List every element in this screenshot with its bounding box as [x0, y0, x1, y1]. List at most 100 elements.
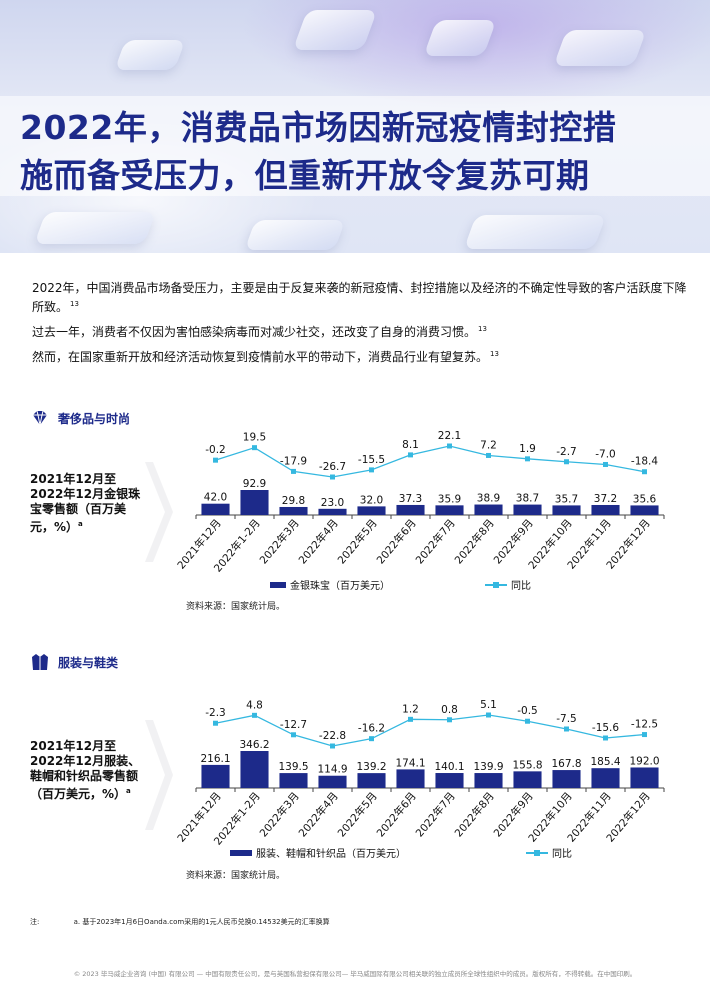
bar — [240, 751, 269, 788]
yoy-value-label: -18.4 — [631, 456, 658, 468]
yoy-point — [408, 716, 413, 722]
decor-tile — [463, 215, 607, 249]
intro-text-1: 2022年，中国消费品市场备受压力，主要是由于反复来袭的新冠疫情、封控措施以及经… — [32, 281, 687, 314]
bar-value-label: 35.6 — [633, 493, 657, 505]
bar-value-label: 38.7 — [516, 493, 539, 505]
chevron-decor — [145, 720, 173, 830]
footnote-ref: a — [126, 787, 131, 795]
yoy-point — [369, 736, 374, 742]
bar — [357, 506, 386, 515]
bar — [435, 773, 464, 788]
x-tick-label: 2022年3月 — [257, 517, 302, 567]
bar-value-label: 37.2 — [594, 493, 617, 505]
bar-value-label: 38.9 — [477, 493, 500, 505]
footnote-text: a. 基于2023年1月6日Oanda.com采用的1元人民币兑换0.14532… — [73, 918, 330, 926]
x-tick-label: 2022年8月 — [452, 517, 497, 567]
chart-side-label: 2021年12月至2022年12月金银珠宝零售额（百万美元，%）a — [30, 472, 145, 535]
legend-label: 金银珠宝（百万美元） — [290, 581, 390, 592]
bar — [552, 505, 581, 515]
intro-text: 2022年，中国消费品市场备受压力，主要是由于反复来袭的新冠疫情、封控措施以及经… — [32, 280, 692, 371]
legend-bar: 金银珠宝（百万美元） — [270, 577, 390, 592]
bar — [318, 508, 347, 515]
yoy-point — [330, 743, 335, 749]
footnote-ref: 13 — [70, 300, 79, 308]
yoy-value-label: -0.2 — [205, 444, 226, 456]
jewelry-sales-chart: 42.0 92.9 29.8 23.0 32.0 37.3 35.9 38.9 38.7 35.7… — [175, 430, 665, 575]
yoy-value-label: -22.8 — [319, 730, 346, 742]
decor-tile — [34, 212, 156, 244]
yoy-value-label: 22.1 — [438, 430, 461, 442]
yoy-point — [330, 474, 335, 480]
bar — [591, 768, 620, 788]
yoy-point — [525, 456, 530, 462]
yoy-point — [564, 459, 569, 465]
legend-swatch-bar — [230, 849, 252, 856]
x-tick-label: 2022年5月 — [335, 790, 380, 840]
yoy-value-label: -7.0 — [595, 448, 616, 460]
bar-value-label: 92.9 — [243, 478, 266, 490]
chart-side-label: 2021年12月至2022年12月服装、鞋帽和针织品零售额（百万美元，%）a — [30, 739, 145, 802]
x-tick-label: 2022年6月 — [374, 790, 419, 840]
bar-value-label: 29.8 — [282, 495, 305, 507]
bar-value-label: 167.8 — [551, 758, 581, 770]
x-tick-label: 2022年8月 — [452, 790, 497, 840]
legend-swatch-line — [526, 849, 548, 856]
apparel-sales-chart: 216.1 346.2 139.5 114.9 139.2 174.1 140.1 139.9… — [175, 699, 665, 848]
yoy-point — [291, 468, 296, 474]
yoy-point — [291, 732, 296, 738]
yoy-value-label: 4.8 — [246, 699, 263, 711]
bar — [630, 505, 659, 515]
bar — [435, 505, 464, 515]
copyright: © 2023 毕马威企业咨询 (中国) 有限公司 — 中国有限责任公司，是与英国… — [73, 970, 637, 978]
intro-text-3: 然而，在国家重新开放和经济活动恢复到疫情前水平的带动下，消费品行业有望复苏。 — [32, 350, 489, 364]
yoy-point — [213, 457, 218, 463]
yoy-point — [213, 720, 218, 726]
yoy-value-label: 5.1 — [480, 699, 497, 711]
x-tick-label: 2022年9月 — [491, 517, 536, 567]
bar-value-label: 35.9 — [438, 493, 461, 505]
page-title: 2022年，消费品市场因新冠疫情封控措 施而备受压力，但重新开放令复苏可期 — [20, 104, 616, 200]
diamond-icon — [33, 410, 47, 426]
yoy-value-label: -12.5 — [631, 719, 658, 731]
footnote-label: 注: — [30, 918, 40, 926]
legend-swatch-line — [485, 581, 507, 588]
x-tick-label: 2022年7月 — [413, 790, 458, 840]
bar — [279, 506, 308, 515]
x-tick-label: 2022年6月 — [374, 517, 419, 567]
footnote-ref: 13 — [478, 325, 487, 333]
chevron-decor — [145, 462, 173, 562]
bar — [630, 767, 659, 788]
yoy-point — [408, 452, 413, 458]
yoy-point — [603, 461, 608, 467]
bar-value-label: 23.0 — [321, 497, 344, 509]
yoy-point — [525, 718, 530, 724]
bar-value-label: 139.9 — [473, 761, 503, 773]
bar — [240, 490, 269, 515]
bar-value-label: 35.7 — [555, 493, 578, 505]
yoy-value-label: -26.7 — [319, 461, 346, 473]
legend-label: 同比 — [511, 581, 531, 592]
legend-line: 同比 — [485, 577, 531, 592]
bar-value-label: 37.3 — [399, 493, 422, 505]
decor-tile — [244, 220, 346, 250]
x-tick-label: 2022年5月 — [335, 517, 380, 567]
section-heading-apparel: 服装与鞋类 — [30, 652, 118, 672]
bar — [591, 504, 620, 515]
bar — [513, 771, 542, 788]
yoy-point — [369, 467, 374, 473]
decor-tile — [553, 30, 647, 66]
bar — [513, 504, 542, 515]
bar-value-label: 174.1 — [395, 757, 425, 769]
x-tick-label: 2022年4月 — [296, 517, 341, 567]
yoy-value-label: -0.5 — [517, 705, 538, 717]
bar — [318, 775, 347, 788]
yoy-value-label: 7.2 — [480, 439, 497, 451]
bar — [201, 503, 230, 515]
bar — [279, 773, 308, 788]
bar-value-label: 216.1 — [200, 753, 230, 765]
title-line: 施而备受压力，但重新开放令复苏可期 — [20, 156, 590, 195]
x-tick-label: 2022年9月 — [491, 790, 536, 840]
jacket-icon — [32, 654, 48, 670]
yoy-point — [252, 445, 257, 451]
bar — [474, 504, 503, 515]
